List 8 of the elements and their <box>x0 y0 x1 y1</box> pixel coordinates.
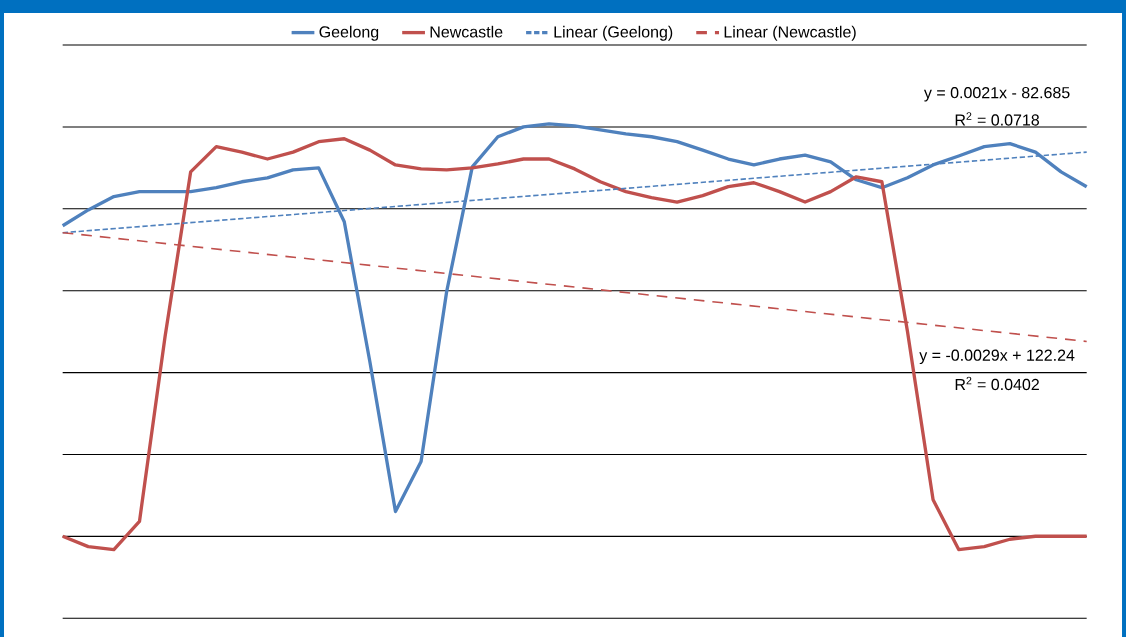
annotation: R$^{2}$ = 0.0718 <box>955 112 1040 126</box>
legend-label: Linear (Geelong) <box>554 25 673 41</box>
legend-label: Linear (Newcastle) <box>724 25 856 41</box>
annotation: R$^{2}$ = 0.0402 <box>955 376 1039 391</box>
annotation: y = -0.0029x + 122.24 <box>919 349 1075 365</box>
text: y = 0.0021x - 82.685 <box>923 87 1070 102</box>
legend-label: Newcastle <box>430 25 503 38</box>
legend-label: Geelong <box>319 25 379 41</box>
